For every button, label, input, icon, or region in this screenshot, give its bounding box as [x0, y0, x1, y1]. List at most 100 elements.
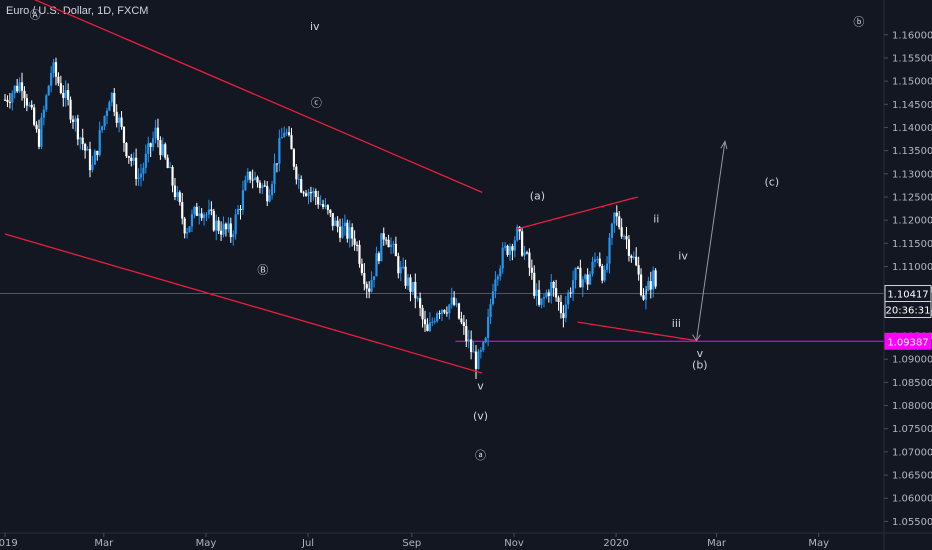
candle-down — [557, 297, 560, 303]
candle-up — [101, 126, 104, 131]
candle-down — [533, 272, 536, 296]
candle-up — [603, 269, 606, 281]
trendline[interactable] — [4, 233, 483, 374]
price-tags: 1.10417 20:36:31 1.09387 — [884, 285, 932, 350]
candle-up — [190, 214, 194, 227]
candle-up — [86, 148, 89, 151]
candle-up — [652, 270, 655, 290]
candle-down — [16, 85, 19, 92]
candle-down — [171, 166, 174, 186]
candle-down — [377, 253, 380, 262]
wave-label: iv — [310, 20, 320, 33]
candle-up — [467, 339, 470, 342]
price-tick-label: 1.13000 — [892, 169, 932, 180]
candle-up — [491, 291, 495, 305]
candle-up — [477, 351, 480, 369]
candle-up — [428, 322, 431, 331]
candle-up — [285, 132, 288, 134]
candle-up — [499, 268, 502, 277]
wave-label: iv — [678, 250, 688, 263]
price-tick-label: 1.14000 — [892, 123, 932, 134]
candle-up — [144, 153, 147, 168]
candle-down — [258, 182, 262, 189]
wave-label: (a) — [530, 189, 545, 202]
wave-label: Ⓑ — [257, 263, 268, 276]
candle-up — [188, 226, 191, 233]
candle-down — [426, 324, 429, 331]
candle-down — [586, 274, 589, 285]
candle-down — [423, 319, 427, 325]
candle-down — [474, 351, 478, 369]
candle-up — [28, 104, 31, 106]
candle-down — [249, 171, 252, 180]
candle-up — [241, 190, 245, 211]
wave-label: v — [477, 379, 484, 392]
candle-down — [120, 117, 123, 127]
candle-down — [35, 124, 38, 130]
time-tick-label: Jul — [301, 538, 314, 549]
trendlines — [4, 0, 728, 374]
candle-up — [436, 313, 439, 322]
candle-up — [268, 195, 271, 202]
candle-up — [161, 144, 164, 156]
candle-up — [215, 220, 218, 231]
price-tick-label: 1.06500 — [892, 471, 932, 482]
candle-down — [62, 92, 65, 98]
candle-down — [181, 202, 184, 219]
candle-down — [654, 270, 657, 287]
candle-down — [84, 144, 87, 151]
trendline[interactable] — [577, 321, 697, 342]
projection-arrow-line[interactable] — [695, 141, 726, 341]
candle-up — [433, 321, 436, 323]
candle-up — [93, 150, 96, 165]
candle-down — [304, 193, 308, 196]
candle-up — [52, 62, 55, 74]
candle-down — [579, 267, 582, 288]
candle-down — [275, 163, 279, 165]
candle-up — [392, 243, 395, 245]
candle-down — [173, 185, 177, 197]
time-tick-label: 2020 — [603, 538, 628, 549]
candle-up — [139, 173, 143, 178]
candle-down — [620, 227, 623, 237]
candle-down — [569, 292, 572, 294]
level-price-tag: 1.09387 — [887, 337, 928, 348]
candle-up — [501, 247, 504, 269]
candle-down — [559, 302, 563, 314]
trendline[interactable] — [515, 196, 639, 231]
candle-down — [149, 143, 152, 148]
candle-down — [511, 246, 514, 251]
candle-up — [389, 244, 393, 248]
candle-up — [613, 212, 616, 224]
candle-up — [411, 281, 414, 292]
candle-up — [236, 208, 240, 215]
candle-up — [513, 240, 516, 251]
candle-down — [59, 83, 62, 93]
candle-down — [530, 267, 533, 273]
candle-up — [593, 259, 597, 262]
candle-down — [67, 89, 70, 100]
time-tick-label: May — [196, 538, 217, 549]
candle-down — [54, 62, 58, 77]
candle-up — [11, 93, 14, 103]
candle-up — [535, 289, 538, 296]
time-tick-label: Mar — [94, 538, 114, 549]
candle-down — [164, 144, 167, 158]
price-tick-label: 1.08500 — [892, 378, 932, 389]
candle-down — [528, 252, 531, 268]
candle-down — [627, 239, 631, 256]
price-tick-label: 1.16000 — [892, 30, 932, 41]
candle-up — [440, 309, 444, 314]
price-tick-label: 1.11500 — [892, 239, 932, 250]
trendline[interactable] — [30, 0, 483, 193]
candle-down — [219, 230, 223, 235]
candle-down — [20, 82, 24, 91]
candle-up — [542, 297, 546, 299]
candle-down — [453, 297, 456, 305]
candle-up — [278, 138, 281, 164]
candle-up — [74, 118, 77, 122]
candle-down — [443, 309, 446, 313]
candle-down — [309, 192, 313, 194]
candle-up — [455, 303, 458, 305]
